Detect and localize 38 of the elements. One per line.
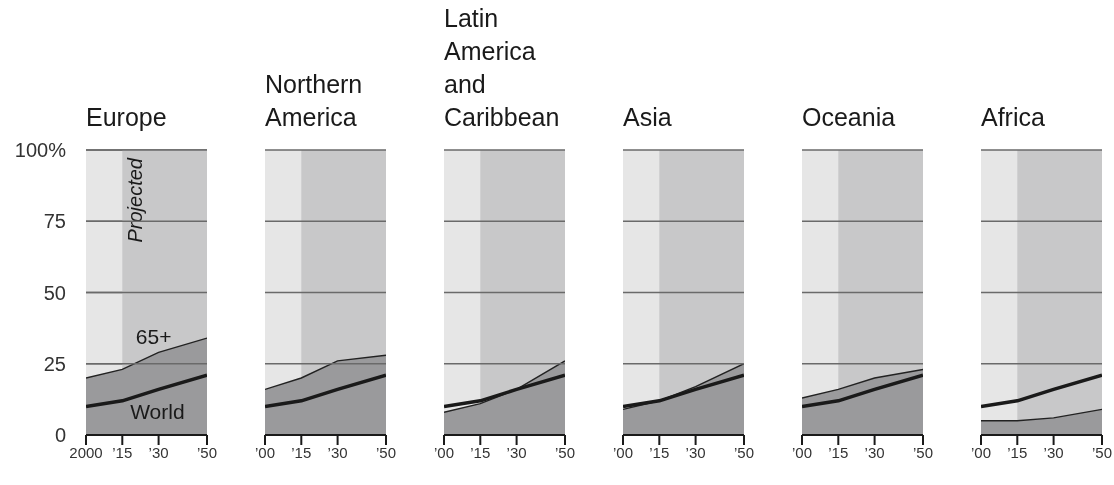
series-label: 65+ [135,324,172,351]
y-tick-label: 25 [43,352,66,375]
x-tick-label: ’15 [649,443,670,461]
x-tick-label: ’30 [685,443,706,461]
chart-title: Africa [981,102,1046,133]
x-tick-label: ’50 [912,443,934,461]
chart-title: Northern America [265,69,364,133]
x-tick-label: ’30 [864,443,885,461]
x-tick-label: ’30 [327,443,348,461]
x-tick-label: ’50 [375,443,397,461]
band-label: Projected [124,157,147,243]
x-tick-label: ’30 [1043,443,1064,461]
chart-title: Latin America and Caribbean [444,3,561,133]
x-tick-label: 2000 [69,443,103,461]
chart-title: Europe [86,102,168,133]
y-tick-label: 75 [43,210,66,233]
y-tick-label: 50 [43,281,66,304]
y-tick-label: 100% [14,139,67,162]
x-tick-label: ’15 [470,443,491,461]
x-tick-label: ’00 [970,443,992,461]
y-tick-label: 0 [54,424,66,447]
chart-title: Oceania [802,102,897,133]
x-tick-label: ’00 [612,443,634,461]
x-tick-label: ’00 [254,443,276,461]
x-tick-label: ’15 [828,443,849,461]
x-tick-label: ’00 [433,443,455,461]
x-tick-label: ’50 [196,443,218,461]
x-tick-label: ’15 [112,443,133,461]
x-tick-label: ’30 [148,443,169,461]
x-tick-label: ’00 [791,443,813,461]
chart-title: Asia [623,102,673,133]
x-tick-label: ’15 [291,443,312,461]
x-tick-label: ’50 [733,443,755,461]
x-tick-label: ’15 [1007,443,1028,461]
x-tick-label: ’50 [554,443,576,461]
x-tick-label: ’50 [1091,443,1113,461]
x-tick-label: ’30 [506,443,527,461]
series-label: World [130,399,185,426]
